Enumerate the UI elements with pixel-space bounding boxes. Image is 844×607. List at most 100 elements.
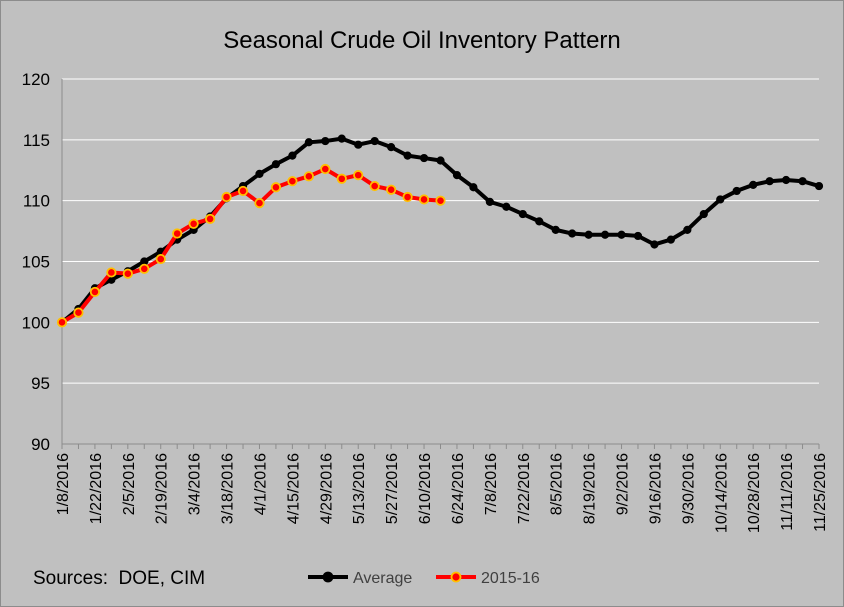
data-point [320,163,331,175]
x-tick-label: 7/8/2016 [483,453,500,515]
data-point [469,183,478,192]
legend-item: Average [308,570,412,587]
x-tick-label: 11/11/2016 [779,453,796,531]
data-point [418,194,430,205]
data-point [485,197,494,206]
data-point [683,225,692,234]
data-point [617,230,626,239]
data-point [518,209,527,219]
data-point [353,170,364,181]
data-point [765,177,774,186]
gridlines [62,78,819,384]
data-point [814,181,824,191]
data-point [337,134,346,143]
data-point [387,143,396,152]
data-point [370,136,379,146]
x-tick-label: 10/14/2016 [713,453,730,533]
data-point [369,180,380,192]
data-point [304,138,313,147]
x-tick-label: 9/30/2016 [680,453,697,524]
y-tick-label: 100 [22,313,50,332]
data-point [403,151,412,160]
y-tick-label: 90 [31,435,50,454]
x-tick-label: 1/22/2016 [88,453,105,524]
data-point [73,307,84,318]
data-point [535,217,544,226]
y-tick-label: 105 [22,253,50,272]
series-average [57,134,824,327]
data-point [288,151,297,160]
data-point [452,171,462,180]
data-point [205,213,216,225]
data-point [188,218,199,229]
y-tick-label: 95 [31,374,50,393]
data-point [436,156,445,165]
data-point [237,185,249,197]
legend-label: Average [353,570,412,587]
data-point [139,263,150,274]
data-point [122,268,133,279]
data-point [336,173,347,184]
chart-title: Seasonal Crude Oil Inventory Pattern [223,27,621,54]
data-point [271,160,281,169]
data-point [89,286,101,298]
data-point [551,225,560,234]
data-point [287,176,298,187]
x-tick-label: 6/10/2016 [417,453,434,524]
legend-label: 2015-16 [481,570,540,587]
data-point [584,230,593,239]
x-tick-label: 8/5/2016 [549,453,566,515]
x-tick-label: 1/8/2016 [55,453,72,515]
data-point [781,175,791,185]
data-point [303,171,314,182]
data-point [732,186,741,196]
x-tick-label: 5/13/2016 [351,453,368,524]
data-point [749,180,758,189]
x-tick-label: 4/15/2016 [285,453,302,524]
data-point [221,191,232,203]
data-point [666,235,675,244]
x-tick-label: 10/28/2016 [746,453,763,533]
data-point [386,184,397,195]
sources-annotation: Sources: DOE, CIM [33,568,205,589]
data-point [699,209,708,219]
x-tick-label: 4/1/2016 [252,453,269,515]
x-tick-label: 4/29/2016 [318,453,335,524]
data-point [419,153,429,163]
data-point [716,195,725,204]
data-point [798,177,807,186]
data-point [402,191,413,203]
data-point [106,267,117,278]
data-point [321,136,330,146]
x-tick-label: 3/18/2016 [220,453,237,524]
data-point [650,240,659,249]
series-line [60,167,441,325]
x-tick-label: 9/2/2016 [615,453,632,515]
series-layer [56,134,824,328]
data-point [502,202,511,211]
x-tick-label: 5/27/2016 [384,453,401,524]
data-point [172,228,183,239]
data-point [56,317,68,328]
data-point [600,230,610,239]
x-tick-label: 8/19/2016 [582,453,599,524]
x-tick-label: 7/22/2016 [516,453,533,524]
data-point [155,253,166,265]
x-tick-label: 6/24/2016 [450,453,467,524]
legend-marker [322,571,334,583]
data-point [568,229,577,238]
y-tick-label: 110 [23,192,50,211]
data-point [435,195,446,206]
x-tick-labels: 1/8/2016 1/22/2016 2/5/2016 2/19/2016 3/4/20… [55,453,829,533]
data-point [254,198,265,209]
x-tick-label: 2/5/2016 [121,453,138,515]
y-tick-labels: 90 95 100 105 110 115 120 [22,70,50,454]
x-tick-label: 9/16/2016 [647,453,664,524]
axes [61,79,820,449]
y-tick-label: 120 [22,70,50,89]
legend-marker [450,571,462,583]
x-tick-label: 11/25/2016 [812,453,829,532]
data-point [255,169,264,178]
